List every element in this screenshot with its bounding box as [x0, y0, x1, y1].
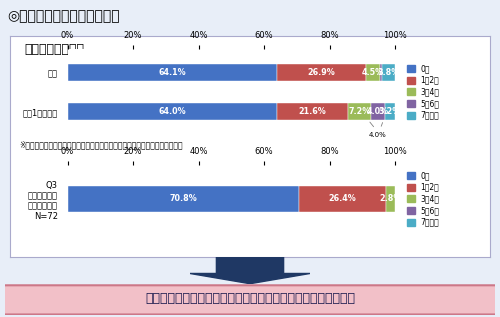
Bar — [380, 64, 382, 81]
Bar — [348, 103, 372, 120]
Bar — [300, 186, 386, 212]
Bar — [372, 103, 384, 120]
Text: 26.4%: 26.4% — [328, 194, 356, 204]
Bar — [68, 103, 277, 120]
Text: 4.5%: 4.5% — [362, 68, 384, 77]
Bar — [382, 64, 394, 81]
Text: 3.8%: 3.8% — [378, 68, 400, 77]
Text: 70.8%: 70.8% — [170, 194, 198, 204]
Text: 64.0%: 64.0% — [158, 107, 186, 116]
Legend: 0回, 1～2回, 3～4回, 5～6回, 7回以上: 0回, 1～2回, 3～4回, 5～6回, 7回以上 — [406, 62, 441, 121]
Bar — [277, 103, 348, 120]
Text: 4.0%: 4.0% — [369, 132, 387, 138]
Text: ◎就職活動は依然として低調: ◎就職活動は依然として低調 — [8, 10, 120, 24]
Text: 21.6%: 21.6% — [298, 107, 326, 116]
Bar — [68, 186, 300, 212]
Text: 64.1%: 64.1% — [158, 68, 186, 77]
Text: 3.2%: 3.2% — [378, 107, 401, 116]
Legend: 0回, 1～2回, 3～4回, 5～6回, 7回以上: 0回, 1～2回, 3～4回, 5～6回, 7回以上 — [406, 170, 441, 228]
Text: 雇用保険切れを控え、特に中高年者への就職活動の支援が必要: 雇用保険切れを控え、特に中高年者への就職活動の支援が必要 — [145, 292, 355, 306]
Bar — [386, 186, 395, 212]
Text: 震災後の面接回数: 震災後の面接回数 — [24, 43, 84, 56]
Bar — [384, 103, 395, 120]
Bar — [278, 64, 366, 81]
Bar — [68, 64, 278, 81]
Text: 4.0%: 4.0% — [367, 107, 389, 116]
Text: ※上記のうち主な収入源が「休業手当」「雇用保険」と回答した人の面接回数: ※上記のうち主な収入源が「休業手当」「雇用保険」と回答した人の面接回数 — [20, 140, 184, 149]
Polygon shape — [190, 257, 310, 284]
FancyBboxPatch shape — [0, 285, 500, 314]
Text: 7.2%: 7.2% — [348, 107, 371, 116]
Bar — [366, 64, 380, 81]
Text: 26.9%: 26.9% — [308, 68, 336, 77]
Text: 2.8%: 2.8% — [379, 194, 402, 204]
